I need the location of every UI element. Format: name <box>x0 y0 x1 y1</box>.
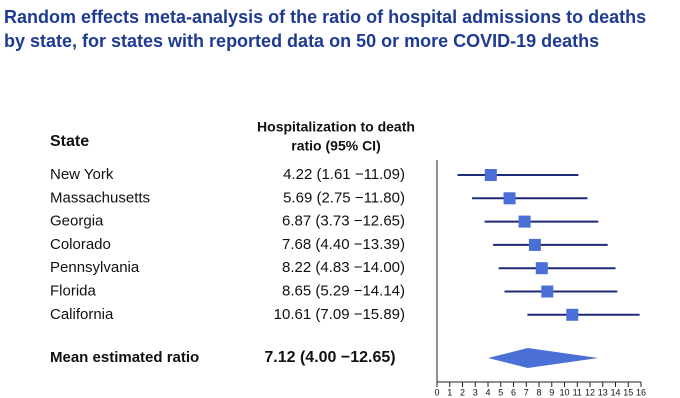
x-tick-label: 10 <box>559 387 569 397</box>
estimate-marker <box>503 192 516 205</box>
summary-label: Mean estimated ratio <box>50 349 199 366</box>
value-label: 7.68 (4.40 −13.39) <box>282 236 405 253</box>
row-label: Pennsylvania <box>50 259 140 276</box>
x-tick-label: 5 <box>498 387 503 397</box>
estimate-marker <box>484 169 497 181</box>
x-tick-label: 13 <box>598 387 608 397</box>
column-header: State <box>50 133 89 150</box>
value-label: 5.69 (2.75 −11.80) <box>283 189 405 206</box>
row-label: California <box>50 306 114 323</box>
x-tick-label: 0 <box>434 387 439 397</box>
row-label: Massachusetts <box>50 189 150 206</box>
chart-title: by state, for states with reported data … <box>4 31 599 51</box>
estimate-marker <box>566 308 579 321</box>
x-tick-label: 8 <box>536 387 541 397</box>
x-tick-label: 2 <box>460 387 465 397</box>
x-tick-label: 9 <box>549 387 554 397</box>
value-label: 8.22 (4.83 −14.00) <box>282 259 405 276</box>
estimate-marker <box>535 262 548 275</box>
estimate-marker <box>528 238 541 251</box>
summary-diamond <box>488 348 599 368</box>
value-label: 4.22 (1.61 −11.09) <box>283 166 405 183</box>
x-tick-label: 3 <box>473 387 478 397</box>
x-tick-label: 11 <box>573 387 582 397</box>
x-tick-label: 16 <box>636 387 646 397</box>
x-tick-label: 12 <box>585 387 595 397</box>
column-header: ratio (95% CI) <box>291 138 380 154</box>
x-tick-label: 4 <box>485 387 490 397</box>
value-label: 8.65 (5.29 −14.14) <box>282 282 405 299</box>
row-label: Florida <box>50 282 97 299</box>
x-tick-label: 1 <box>447 387 452 397</box>
column-header: Hospitalization to death <box>257 119 415 135</box>
row-label: New York <box>50 166 114 183</box>
x-tick-label: 14 <box>610 387 620 397</box>
row-label: Colorado <box>50 236 111 253</box>
row-label: Georgia <box>50 213 104 230</box>
x-tick-label: 6 <box>511 387 516 397</box>
x-tick-label: 15 <box>623 387 633 397</box>
estimate-marker <box>518 215 531 228</box>
x-tick-label: 7 <box>524 387 529 397</box>
value-label: 10.61 (7.09 −15.89) <box>274 306 405 323</box>
summary-value-label: 7.12 (4.00 −12.65) <box>264 349 395 366</box>
estimate-marker <box>541 285 554 298</box>
value-label: 6.87 (3.73 −12.65) <box>282 213 405 230</box>
chart-title: Random effects meta-analysis of the rati… <box>4 7 646 27</box>
